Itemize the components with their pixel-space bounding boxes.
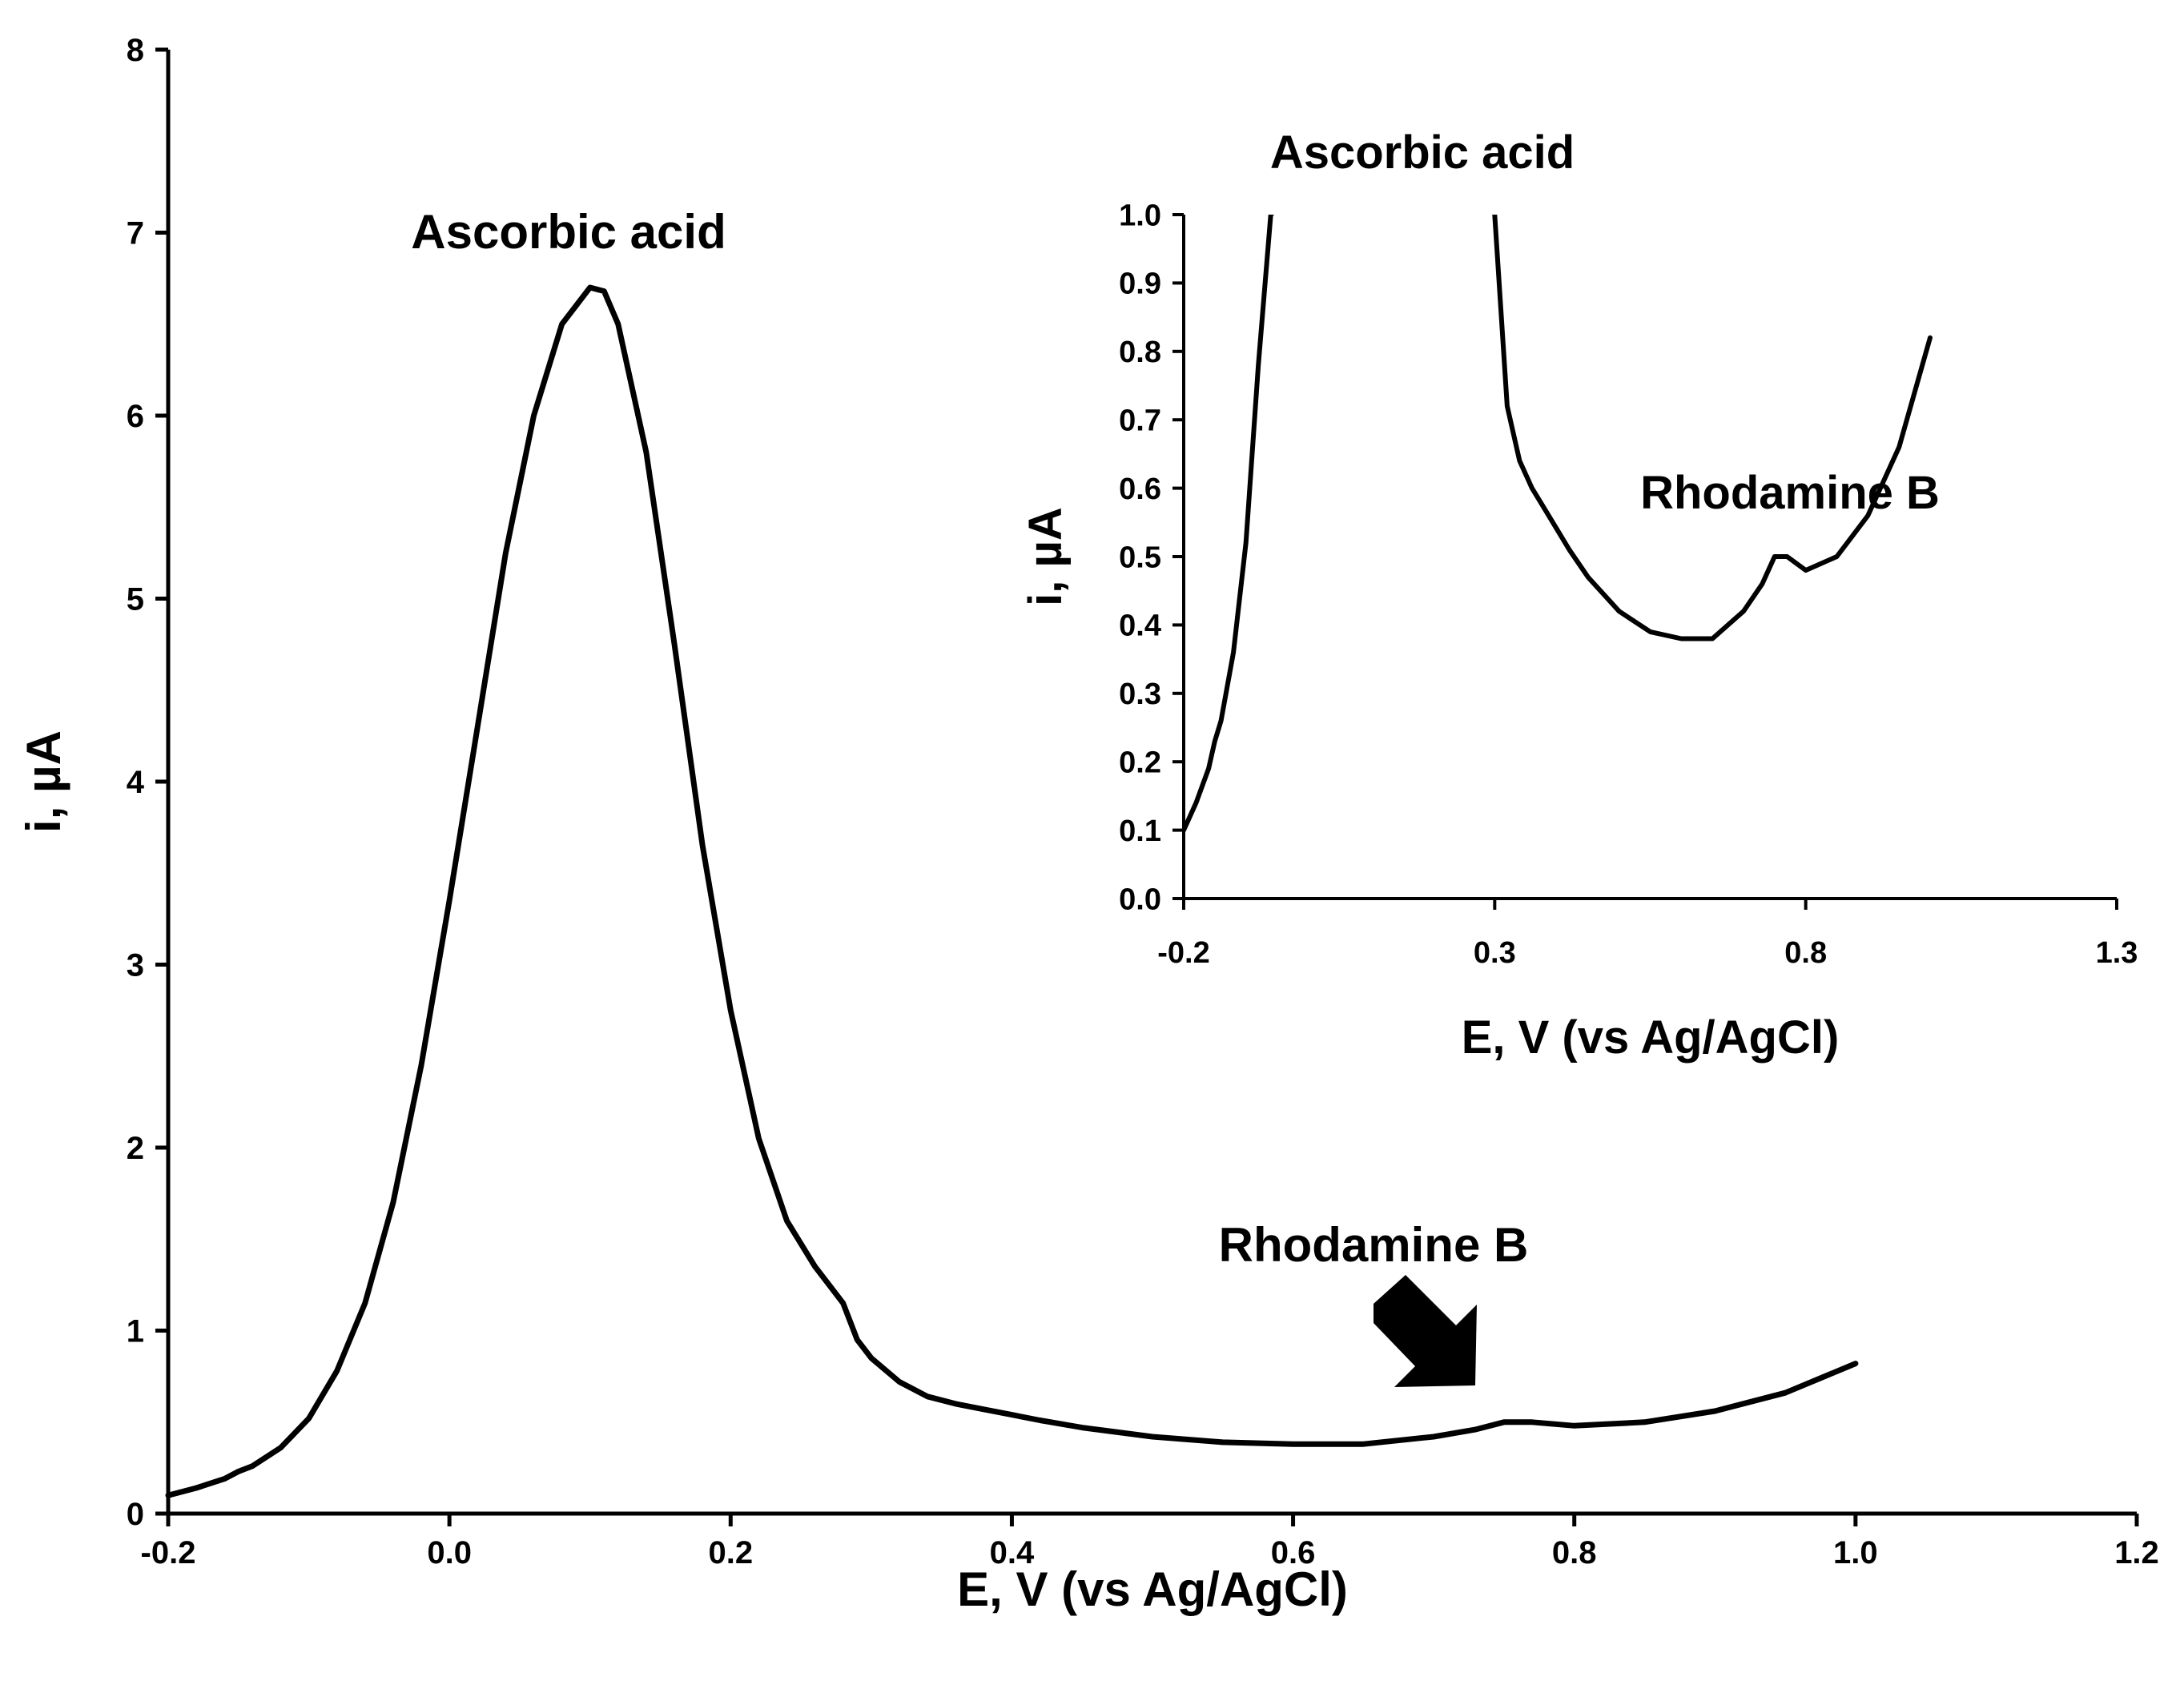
y-tick-label: 0.4 [1119,609,1161,643]
y-tick-label: 3 [127,948,144,983]
annotation-inset-rhodamine-b: Rhodamine B [1640,467,1940,519]
y-tick-label: 0.8 [1119,336,1161,369]
y-tick-label: 0.0 [1119,883,1161,916]
x-tick-label: 1.0 [1833,1535,1878,1570]
y-tick-label: 0.1 [1119,814,1161,848]
y-tick-label: 0 [127,1497,144,1532]
x-axis-title: E, V (vs Ag/AgCl) [1462,1011,1840,1064]
y-axis-title: i, µA [1020,507,1072,606]
y-tick-label: 1.0 [1119,199,1161,232]
main-chart: 0 1 2 3 4 5 6 7 8 -0.2 0.0 0.2 0.4 0.6 0.8 1.0 1.2 E, V (… [17,33,2159,1616]
y-tick-label: 2 [127,1131,144,1166]
annotation-rhodamine-b: Rhodamine B [1219,1218,1529,1272]
y-tick-label: 0.6 [1119,472,1161,506]
arrow-icon [1374,1275,1477,1387]
y-axis-title: i, µA [17,730,70,833]
x-tick-label: 0.3 [1474,936,1516,970]
x-tick-label: 1.3 [2096,936,2138,970]
x-tick-label: 0.6 [1271,1535,1316,1570]
y-tick-label: 0.3 [1119,678,1161,711]
x-tick-label: -0.2 [141,1535,196,1570]
x-axis-title: E, V (vs Ag/AgCl) [957,1562,1348,1616]
y-tick-label: 0.9 [1119,267,1161,301]
y-tick-label: 0.7 [1119,404,1161,438]
y-tick-label: 4 [127,765,145,800]
y-tick-label: 1 [127,1314,144,1349]
x-tick-label: 0.2 [708,1535,753,1570]
y-tick-label: 7 [127,216,144,251]
annotation-inset-ascorbic-acid: Ascorbic acid [1270,127,1575,179]
x-tick-label: 0.4 [990,1535,1035,1570]
y-tick-label: 6 [127,399,144,434]
x-tick-label: 0.8 [1552,1535,1597,1570]
annotation-ascorbic-acid: Ascorbic acid [411,205,726,259]
x-tick-label: 0.8 [1784,936,1827,970]
y-tick-label: 5 [127,582,144,617]
y-tick-label: 8 [127,33,144,68]
series-line [165,284,1859,1498]
y-tick-label: 0.2 [1119,746,1161,780]
annotations: Ascorbic acid Rhodamine B Ascorbic acid … [411,127,1940,1387]
x-tick-label: -0.2 [1157,936,1209,970]
x-tick-label: 0.0 [427,1535,472,1570]
x-tick-label: 1.2 [2114,1535,2159,1570]
y-tick-label: 0.5 [1119,541,1161,574]
series-line [1184,215,1933,833]
inset-chart: 0.0 0.1 0.2 0.3 0.4 0.5 0.6 0.7 0.8 0.9 1.0 -0.2 0.3… [1020,199,2138,1064]
